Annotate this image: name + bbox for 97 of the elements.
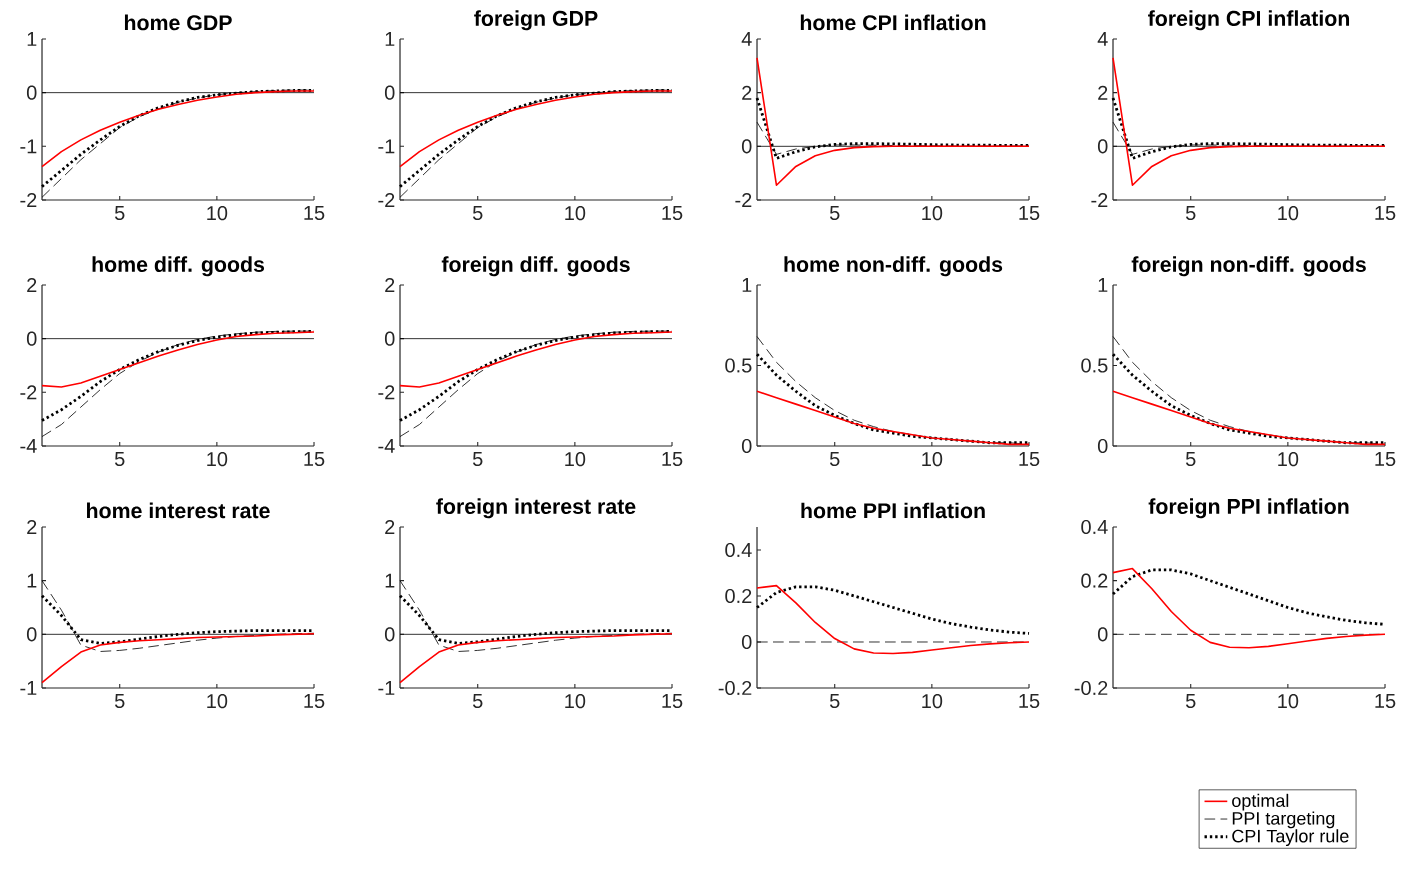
legend-label: optimal bbox=[1232, 793, 1289, 811]
x-tick-label: 15 bbox=[1375, 452, 1396, 466]
x-tick-label: 10 bbox=[922, 452, 943, 467]
x-tick-label: 15 bbox=[304, 206, 325, 220]
x-tick-label: 5 bbox=[114, 452, 125, 466]
x-tick-label: 10 bbox=[207, 452, 228, 467]
y-tick-label: -2 bbox=[378, 193, 395, 207]
y-tick-label: 0 bbox=[1097, 438, 1108, 454]
legend-label: PPI targeting bbox=[1232, 811, 1335, 829]
y-tick-label: -0.2 bbox=[718, 680, 752, 696]
chart-title: home CPI inflation bbox=[800, 14, 986, 31]
x-tick-label: 10 bbox=[922, 694, 943, 709]
chart-title: foreign GDP bbox=[474, 10, 598, 31]
y-tick-label: -4 bbox=[20, 439, 37, 453]
y-tick-label: 4 bbox=[1097, 32, 1108, 46]
x-tick-label: 10 bbox=[1278, 206, 1299, 221]
x-tick-label: 10 bbox=[207, 206, 228, 221]
x-tick-label: 10 bbox=[1278, 694, 1299, 709]
x-tick-label: 5 bbox=[114, 694, 125, 708]
y-tick-label: 4 bbox=[741, 32, 752, 46]
x-tick-label: 5 bbox=[472, 452, 483, 466]
x-tick-label: 10 bbox=[922, 206, 943, 221]
x-tick-label: 5 bbox=[1185, 694, 1196, 708]
y-tick-label: 2 bbox=[1098, 85, 1108, 100]
y-tick-label: 1 bbox=[742, 278, 752, 292]
x-tick-label: 15 bbox=[304, 452, 325, 466]
chart-title: home interest rate bbox=[87, 502, 270, 519]
legend-label: CPI Taylor rule bbox=[1232, 829, 1349, 847]
x-tick-label: 5 bbox=[829, 694, 840, 708]
x-tick-label: 10 bbox=[565, 452, 586, 467]
x-tick-label: 15 bbox=[1375, 694, 1396, 708]
x-tick-label: 15 bbox=[1019, 694, 1040, 708]
x-tick-label: 5 bbox=[472, 206, 483, 220]
y-tick-label: 0 bbox=[741, 438, 752, 454]
y-tick-label: 2 bbox=[27, 278, 37, 292]
y-tick-label: -2 bbox=[20, 385, 37, 400]
y-tick-label: 0.2 bbox=[1081, 573, 1108, 588]
y-tick-label: 0 bbox=[26, 85, 37, 100]
y-tick-label: 0.5 bbox=[725, 358, 752, 373]
chart-title: foreign diff. goods bbox=[441, 256, 630, 277]
y-tick-label: -2 bbox=[1091, 193, 1108, 207]
y-tick-label: 2 bbox=[385, 520, 395, 534]
y-tick-label: 0.2 bbox=[725, 588, 752, 604]
y-tick-label: -4 bbox=[378, 439, 395, 453]
x-tick-label: 15 bbox=[662, 694, 683, 708]
chart-title: foreign interest rate bbox=[436, 498, 636, 519]
x-tick-label: 15 bbox=[662, 452, 683, 466]
y-tick-label: 0 bbox=[384, 85, 395, 100]
chart-title: home diff. goods bbox=[92, 256, 265, 277]
x-tick-label: 10 bbox=[207, 694, 228, 709]
y-tick-label: -2 bbox=[735, 193, 752, 207]
y-tick-label: 1 bbox=[27, 32, 37, 46]
y-tick-label: 0 bbox=[26, 331, 37, 346]
x-tick-label: 15 bbox=[304, 694, 325, 708]
chart-title: foreign PPI inflation bbox=[1148, 498, 1349, 519]
chart-title: foreign CPI inflation bbox=[1148, 10, 1350, 31]
x-tick-label: 10 bbox=[565, 206, 586, 221]
y-tick-label: -1 bbox=[20, 681, 37, 695]
x-tick-label: 10 bbox=[565, 694, 586, 709]
y-tick-label: -1 bbox=[378, 139, 395, 154]
y-tick-label: 0.4 bbox=[725, 542, 752, 558]
x-tick-label: 5 bbox=[1185, 452, 1196, 466]
y-tick-label: 0 bbox=[1097, 627, 1108, 642]
y-tick-label: 0 bbox=[741, 139, 752, 154]
y-tick-label: 2 bbox=[742, 85, 752, 100]
y-tick-label: -1 bbox=[20, 139, 37, 154]
chart-title: home non-diff. goods bbox=[784, 256, 1003, 277]
y-tick-label: -2 bbox=[378, 385, 395, 400]
y-tick-label: 2 bbox=[385, 278, 395, 292]
y-tick-label: 2 bbox=[27, 520, 37, 534]
y-tick-label: -1 bbox=[378, 681, 395, 695]
y-tick-label: 0 bbox=[384, 331, 395, 346]
y-tick-label: 1 bbox=[1098, 278, 1108, 292]
x-tick-label: 15 bbox=[1019, 452, 1040, 466]
x-tick-label: 15 bbox=[662, 206, 683, 220]
y-tick-label: 0 bbox=[1097, 139, 1108, 154]
x-tick-label: 5 bbox=[114, 206, 125, 220]
y-tick-label: -0.2 bbox=[1074, 680, 1108, 696]
y-tick-label: 0 bbox=[26, 627, 37, 642]
chart-title: foreign non-diff. goods bbox=[1131, 256, 1366, 277]
x-tick-label: 15 bbox=[1019, 206, 1040, 220]
y-tick-label: 1 bbox=[385, 32, 395, 46]
x-tick-label: 15 bbox=[1375, 206, 1396, 220]
y-tick-label: -2 bbox=[20, 193, 37, 207]
x-tick-label: 5 bbox=[472, 694, 483, 708]
x-tick-label: 5 bbox=[829, 452, 840, 466]
y-tick-label: 0 bbox=[384, 627, 395, 642]
x-tick-label: 5 bbox=[829, 206, 840, 220]
y-tick-label: 0.5 bbox=[1081, 358, 1108, 373]
x-tick-label: 5 bbox=[1185, 206, 1196, 220]
y-tick-label: 1 bbox=[385, 573, 395, 588]
y-tick-label: 0.4 bbox=[1081, 519, 1108, 535]
chart-title: home GDP bbox=[124, 14, 232, 31]
y-tick-label: 1 bbox=[27, 573, 37, 588]
y-tick-label: 0 bbox=[741, 634, 752, 650]
x-tick-label: 10 bbox=[1278, 452, 1299, 467]
chart-title: home PPI inflation bbox=[801, 502, 985, 519]
